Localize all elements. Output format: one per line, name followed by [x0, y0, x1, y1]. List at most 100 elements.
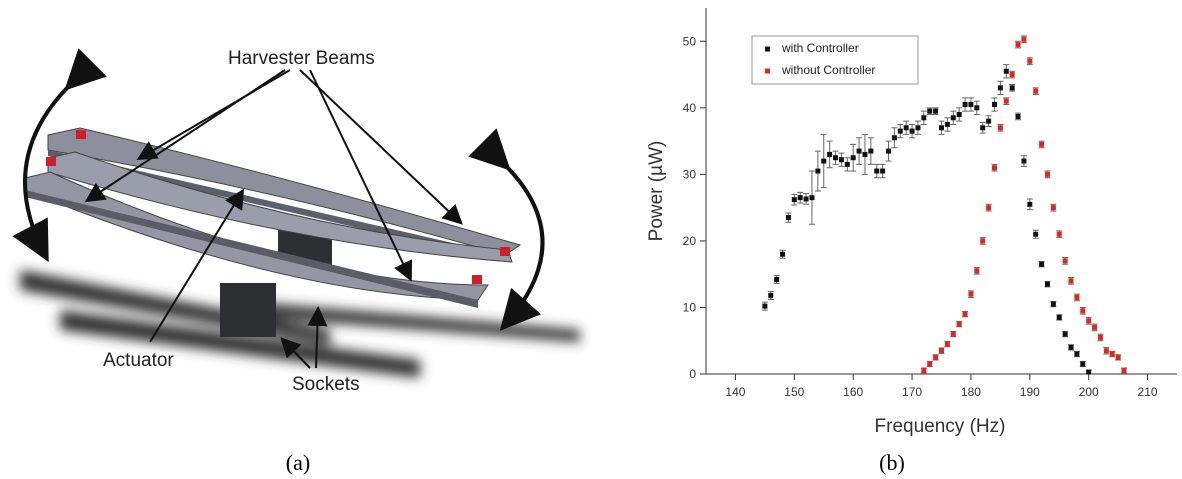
data-point — [962, 311, 968, 317]
data-point — [1056, 231, 1062, 237]
data-point — [785, 215, 791, 221]
data-point — [762, 303, 768, 309]
legend-marker — [765, 46, 770, 52]
data-point — [1050, 301, 1056, 307]
x-tick-label: 200 — [1079, 385, 1099, 399]
data-point — [909, 128, 915, 134]
data-point — [944, 121, 950, 127]
data-point — [991, 165, 997, 171]
data-point — [915, 125, 921, 131]
data-point — [1021, 36, 1027, 42]
data-point — [897, 128, 903, 134]
data-point — [1033, 231, 1039, 237]
x-tick-label: 170 — [902, 385, 922, 399]
data-point — [968, 291, 974, 297]
data-point — [874, 168, 880, 174]
data-point — [1056, 314, 1062, 320]
x-tick-label: 140 — [725, 385, 745, 399]
data-point — [880, 168, 886, 174]
data-point — [862, 151, 868, 157]
data-point — [1050, 205, 1056, 211]
y-axis-title: Power (µW) — [646, 141, 667, 242]
data-point — [903, 125, 909, 131]
data-point — [980, 238, 986, 244]
data-point — [1074, 294, 1080, 300]
data-point — [1044, 281, 1050, 287]
data-point — [997, 125, 1003, 131]
data-point — [1015, 113, 1021, 119]
data-point — [856, 148, 862, 154]
data-point — [927, 108, 933, 114]
data-point — [933, 354, 939, 360]
data-point — [950, 115, 956, 121]
data-point — [815, 168, 821, 174]
data-point — [1027, 201, 1033, 207]
caption-b: (b) — [879, 450, 905, 475]
beams-label: Harvester Beams — [228, 48, 375, 69]
data-point — [962, 101, 968, 107]
data-point — [927, 361, 933, 367]
data-point — [1086, 318, 1092, 324]
data-point — [939, 125, 944, 131]
data-point — [886, 148, 892, 154]
data-point — [1115, 354, 1121, 360]
data-point — [838, 157, 844, 163]
legend-label: with Controller — [781, 41, 859, 55]
data-point — [1097, 334, 1103, 340]
data-point — [850, 155, 856, 161]
y-tick-label: 0 — [689, 367, 696, 381]
sockets-label: Sockets — [292, 374, 360, 395]
data-point — [1109, 351, 1115, 357]
data-point — [1033, 88, 1039, 94]
data-point — [974, 105, 980, 111]
data-point — [891, 135, 897, 141]
data-point — [956, 111, 962, 117]
data-point — [1044, 171, 1050, 177]
data-point — [986, 205, 992, 211]
x-tick-label: 160 — [843, 385, 863, 399]
data-point — [774, 277, 780, 283]
data-point — [1068, 278, 1074, 284]
x-tick-label: 210 — [1138, 385, 1158, 399]
data-point — [797, 195, 803, 201]
data-point — [1021, 158, 1027, 164]
data-point — [821, 158, 827, 164]
data-point — [921, 115, 927, 121]
x-tick-label: 190 — [1020, 385, 1040, 399]
data-point — [1039, 141, 1045, 147]
legend-label: without Controller — [781, 63, 875, 77]
data-point — [956, 321, 962, 327]
data-point — [944, 341, 950, 347]
data-point — [791, 197, 797, 203]
data-point — [1009, 85, 1015, 91]
data-point — [980, 125, 986, 131]
x-tick-label: 150 — [784, 385, 804, 399]
caption-a: (a) — [286, 450, 310, 475]
data-point — [768, 292, 774, 298]
data-point — [1074, 351, 1080, 357]
y-tick-label: 40 — [683, 101, 697, 115]
data-point — [833, 155, 839, 161]
data-point — [1086, 369, 1092, 375]
data-point — [1039, 261, 1045, 267]
data-point — [780, 251, 786, 257]
data-point — [1003, 98, 1009, 104]
data-point — [803, 196, 809, 202]
device-drawing: Harvester Beams Actuator Sockets — [12, 48, 580, 395]
data-point — [1062, 331, 1068, 337]
data-point — [1003, 68, 1009, 74]
legend-box — [751, 35, 919, 85]
data-point — [844, 161, 850, 167]
data-point — [1027, 58, 1033, 64]
y-tick-label: 20 — [683, 234, 697, 248]
data-point — [868, 148, 874, 154]
data-point — [1009, 72, 1015, 78]
data-point — [1080, 308, 1086, 314]
data-point — [974, 268, 980, 274]
data-point — [950, 331, 956, 337]
data-point — [1068, 344, 1074, 350]
x-axis-title: Frequency (Hz) — [875, 416, 1006, 437]
actuator-label: Actuator — [103, 350, 174, 371]
data-point — [1092, 324, 1098, 330]
